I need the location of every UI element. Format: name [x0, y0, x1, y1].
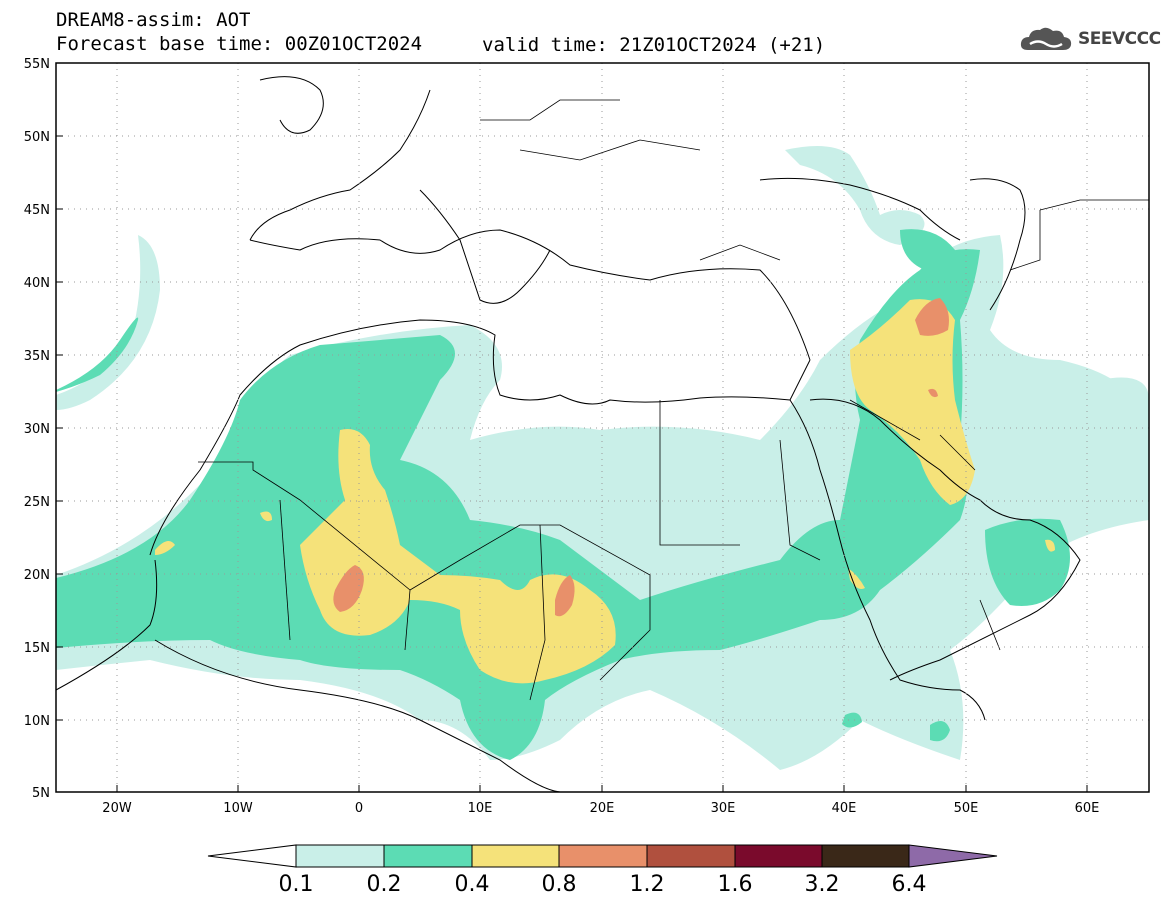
- valid-time: valid time: 21Z01OCT2024 (+21): [482, 34, 826, 56]
- lat-label: 15N: [24, 641, 50, 656]
- colorbar-bin: [646, 844, 736, 868]
- lat-label: 30N: [24, 422, 50, 437]
- aot-level-08: [333, 298, 949, 617]
- lat-label: 55N: [24, 57, 50, 72]
- colorbar-label: 1.2: [630, 872, 665, 897]
- lat-label: 50N: [24, 130, 50, 145]
- colorbar-bin: [821, 844, 910, 868]
- lon-label: 20E: [590, 801, 615, 816]
- lon-label: 60E: [1075, 801, 1100, 816]
- colorbar-low-arrow: [207, 844, 297, 868]
- lat-label: 25N: [24, 495, 50, 510]
- colorbar-bin: [383, 844, 473, 868]
- graticule: [56, 63, 1149, 792]
- coastlines: [56, 76, 1081, 792]
- lon-label: 50E: [954, 801, 979, 816]
- lon-label: 20W: [102, 801, 132, 816]
- lon-label: 30E: [711, 801, 736, 816]
- lon-label: 10W: [223, 801, 253, 816]
- lat-label: 10N: [24, 714, 50, 729]
- colorbar-bin: [734, 844, 823, 868]
- colorbar-label: 0.8: [542, 872, 577, 897]
- colorbar-labels: 0.1 0.2 0.4 0.8 1.2 1.6 3.2 6.4: [279, 872, 927, 897]
- latitude-labels: 55N 50N 45N 40N 35N 30N 25N 20N 15N 10N …: [24, 57, 50, 801]
- colorbar-label: 0.1: [279, 872, 314, 897]
- lat-label: 20N: [24, 568, 50, 583]
- lon-label: 0: [355, 801, 363, 816]
- cloud-icon: [1020, 27, 1072, 50]
- lon-label: 10E: [468, 801, 493, 816]
- seevccc-logo: SEEVCCC: [1018, 22, 1161, 56]
- lat-label: 45N: [24, 203, 50, 218]
- colorbar: [207, 844, 998, 868]
- colorbar-label: 6.4: [892, 872, 927, 897]
- lat-label: 5N: [32, 786, 50, 801]
- longitude-labels: 20W 10W 0 10E 20E 30E 40E 50E 60E: [102, 801, 1099, 816]
- colorbar-label: 1.6: [718, 872, 753, 897]
- colorbar-bin: [558, 844, 648, 868]
- colorbar-high-arrow: [908, 844, 998, 868]
- logo-text: SEEVCCC: [1078, 29, 1161, 49]
- lat-label: 40N: [24, 276, 50, 291]
- lon-label: 40E: [832, 801, 857, 816]
- lat-label: 35N: [24, 349, 50, 364]
- colorbar-label: 0.4: [455, 872, 490, 897]
- aot-fields: [56, 146, 1149, 770]
- borders: [198, 99, 1149, 701]
- aot-level-04: [155, 299, 1055, 684]
- colorbar-label: 0.2: [367, 872, 402, 897]
- colorbar-bin: [471, 844, 560, 868]
- colorbar-bin: [295, 844, 385, 868]
- axis-ticks: [56, 62, 1088, 793]
- map-title: DREAM8-assim: AOT: [56, 9, 251, 31]
- colorbar-label: 3.2: [805, 872, 840, 897]
- forecast-base-time: Forecast base time: 00Z01OCT2024: [56, 33, 423, 55]
